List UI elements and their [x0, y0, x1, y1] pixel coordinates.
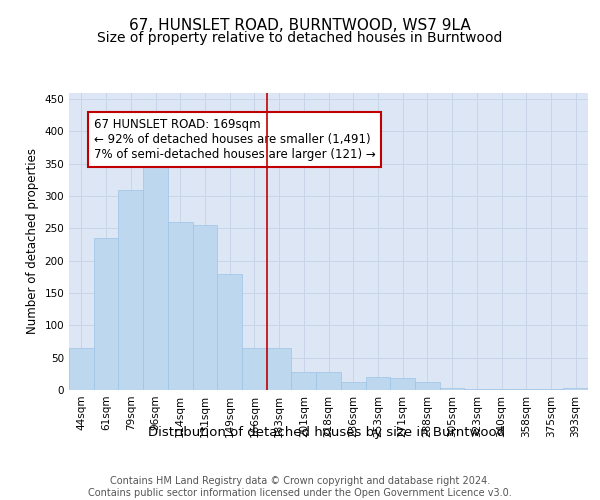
Bar — [563, 388, 588, 390]
Bar — [341, 382, 365, 390]
Bar — [193, 225, 217, 390]
Bar — [316, 372, 341, 390]
Bar — [415, 382, 440, 390]
Text: Distribution of detached houses by size in Burntwood: Distribution of detached houses by size … — [148, 426, 506, 439]
Text: 67 HUNSLET ROAD: 169sqm
← 92% of detached houses are smaller (1,491)
7% of semi-: 67 HUNSLET ROAD: 169sqm ← 92% of detache… — [94, 118, 376, 162]
Text: Size of property relative to detached houses in Burntwood: Size of property relative to detached ho… — [97, 31, 503, 45]
Bar — [69, 348, 94, 390]
Bar — [292, 372, 316, 390]
Bar — [242, 348, 267, 390]
Bar — [390, 378, 415, 390]
Bar — [168, 222, 193, 390]
Bar — [365, 377, 390, 390]
Text: Contains HM Land Registry data © Crown copyright and database right 2024.
Contai: Contains HM Land Registry data © Crown c… — [88, 476, 512, 498]
Bar — [217, 274, 242, 390]
Bar — [143, 154, 168, 390]
Bar — [267, 348, 292, 390]
Y-axis label: Number of detached properties: Number of detached properties — [26, 148, 39, 334]
Bar — [440, 388, 464, 390]
Bar — [118, 190, 143, 390]
Bar — [464, 388, 489, 390]
Text: 67, HUNSLET ROAD, BURNTWOOD, WS7 9LA: 67, HUNSLET ROAD, BURNTWOOD, WS7 9LA — [129, 18, 471, 32]
Bar — [94, 238, 118, 390]
